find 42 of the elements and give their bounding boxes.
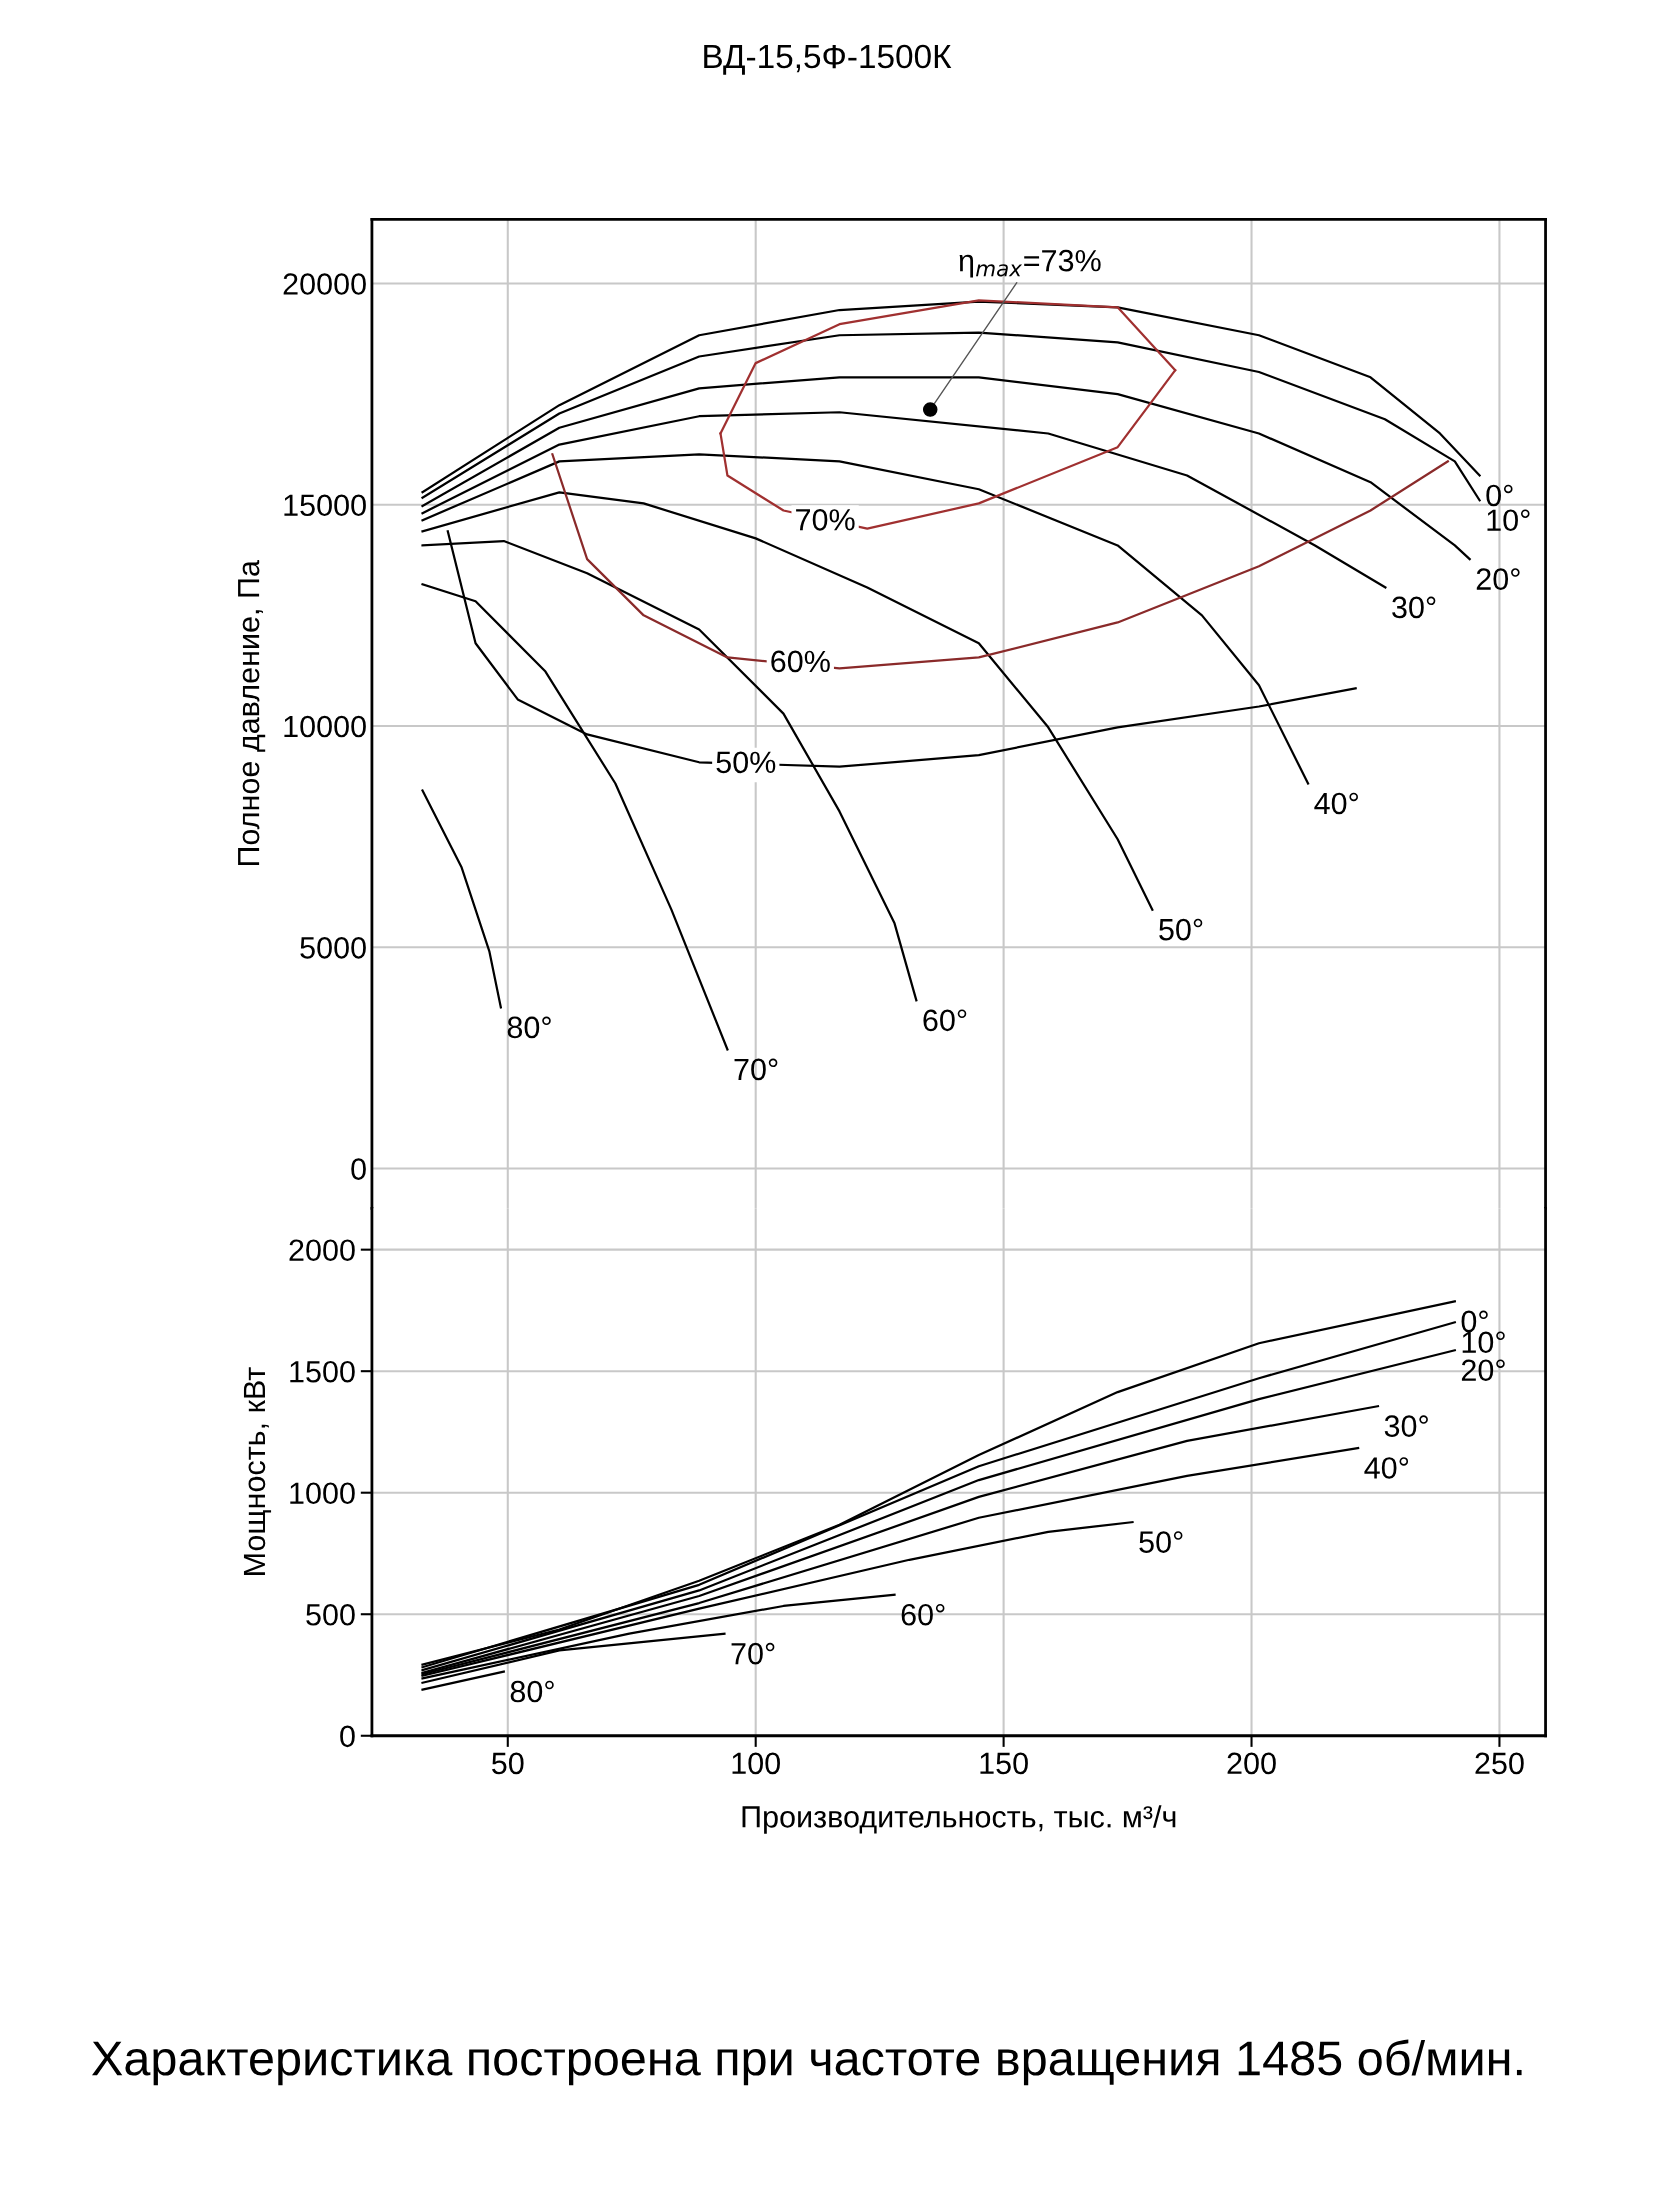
series-label: 20° [1476,568,1520,590]
series-label: 50° [1139,1531,1183,1553]
chart-title: ВД-15,5Ф-1500К [704,44,952,75]
y-tick-label: 10000 [284,715,366,738]
series-label: 60° [923,1009,967,1032]
y-axis-title: Мощность, кВт [243,1367,272,1575]
y-tick-label: 0 [351,1158,366,1180]
x-tick-label: 100 [732,1752,780,1775]
series-label: 80° [510,1680,554,1703]
series-label: 70° [734,1058,778,1081]
y-tick-label: 1000 [290,1482,355,1505]
y-tick-label: 500 [306,1603,355,1626]
series-label: 40° [1364,1457,1409,1479]
series-label: 0° [1486,484,1513,507]
y-tick-label: 15000 [284,494,366,517]
x-tick-label: 150 [980,1752,1028,1775]
y-tick-label: 2000 [289,1239,355,1262]
series-label: 30° [1392,596,1436,619]
text: Характеристика построена при частоте вращения 1485 об/мин. [92,2039,1522,2086]
x-tick-label: 50 [492,1752,524,1775]
annotation: 60% [771,650,830,673]
series-label: 60° [901,1603,945,1626]
annotation: 50% [716,751,776,774]
y-tick-label: 5000 [300,936,366,959]
annotation: 70% [796,508,855,531]
y-tick-label: 0 [340,1725,355,1748]
y-tick-label: 20000 [283,273,366,295]
text: η$_{max}$=73% [959,249,1101,278]
series-label: 20° [1461,1359,1505,1382]
y-tick-label: 1500 [290,1360,355,1383]
x-axis-title: Производительность, тыс. м³/ч [742,1805,1176,1834]
y-axis-title: Полное давление, Па [238,560,266,866]
x-tick-label: 250 [1475,1752,1524,1775]
series-label: 10° [1462,1331,1505,1354]
series-label: 0° [1461,1310,1488,1333]
series-label: 10° [1487,509,1530,532]
x-tick-label: 200 [1227,1752,1276,1775]
series-label: 80° [507,1016,551,1039]
series-label: 40° [1314,792,1358,815]
series-label: 50° [1159,918,1203,941]
series-label: 70° [731,1642,775,1665]
series-label: 30° [1384,1415,1428,1437]
